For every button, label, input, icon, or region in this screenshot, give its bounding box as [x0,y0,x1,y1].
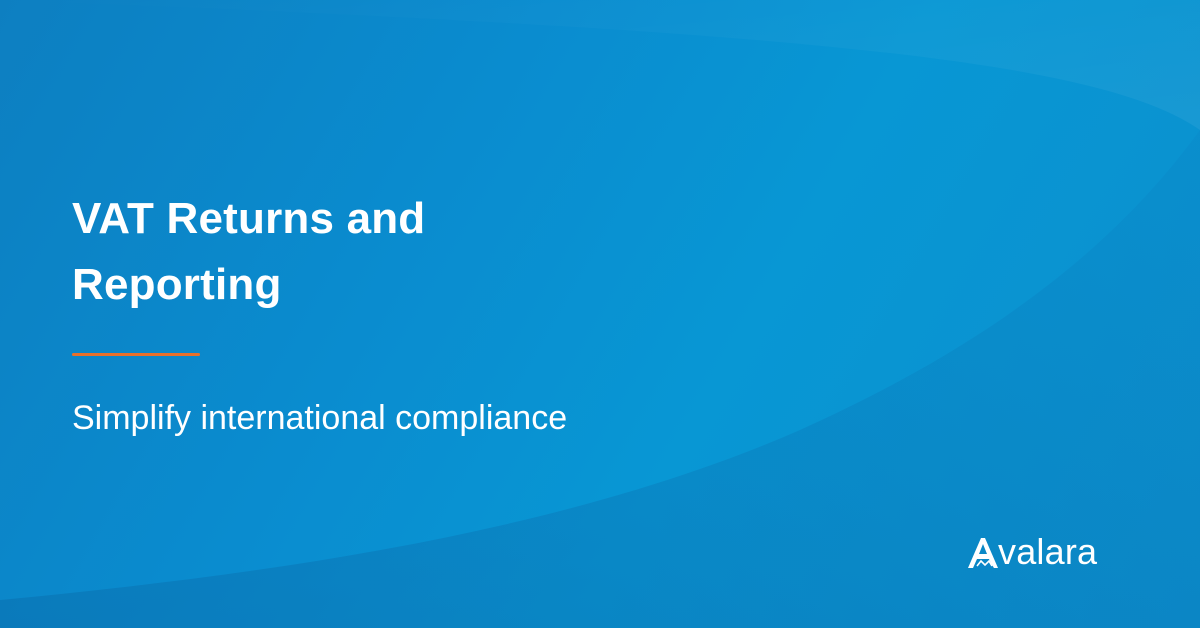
title-line-1: VAT Returns and [72,194,426,243]
title-line-2: Reporting [72,260,282,309]
accent-divider [72,353,200,356]
avalara-logo: valara [966,530,1097,574]
subtitle: Simplify international compliance [72,399,568,437]
page-title: VAT Returns and Reporting [72,186,632,318]
avalara-a-mountain-icon [968,538,998,568]
logo-wordmark: valara [998,531,1098,572]
